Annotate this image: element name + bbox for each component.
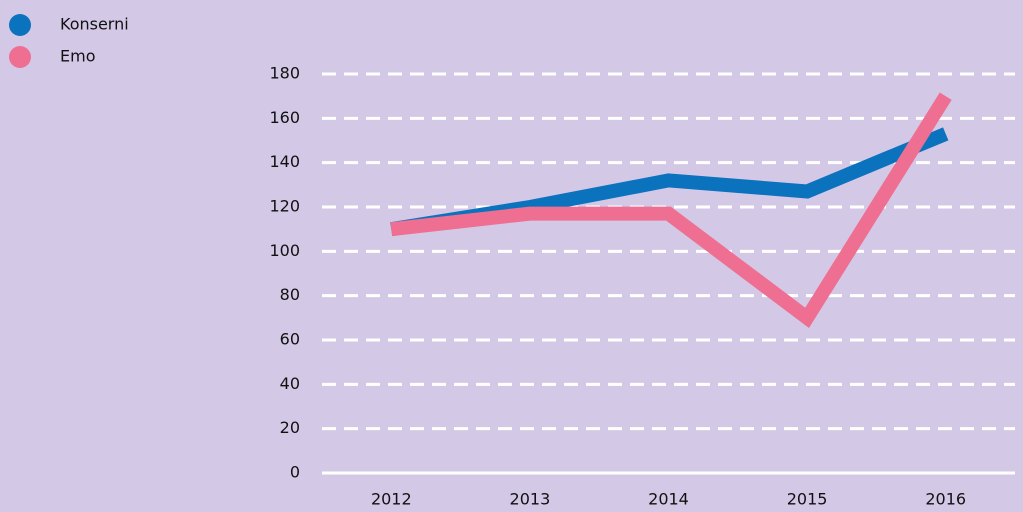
legend-label: Emo xyxy=(60,47,95,66)
legend-label: Konserni xyxy=(60,15,129,34)
legend-marker xyxy=(9,14,31,36)
y-tick-label: 40 xyxy=(280,374,300,393)
x-tick-label: 2015 xyxy=(787,490,828,509)
y-tick-label: 80 xyxy=(280,285,300,304)
y-tick-label: 180 xyxy=(269,64,300,83)
y-tick-label: 20 xyxy=(280,418,300,437)
series-line xyxy=(390,92,952,329)
x-tick-label: 2016 xyxy=(925,490,966,509)
y-tick-label: 160 xyxy=(269,108,300,127)
y-tick-label: 0 xyxy=(290,463,300,482)
y-tick-label: 120 xyxy=(269,197,300,216)
x-tick-label: 2014 xyxy=(648,490,689,509)
legend-marker xyxy=(9,46,31,68)
y-tick-label: 140 xyxy=(269,152,300,171)
y-tick-label: 60 xyxy=(280,330,300,349)
x-tick-label: 2013 xyxy=(510,490,551,509)
x-tick-label: 2012 xyxy=(371,490,412,509)
y-tick-label: 100 xyxy=(269,241,300,260)
